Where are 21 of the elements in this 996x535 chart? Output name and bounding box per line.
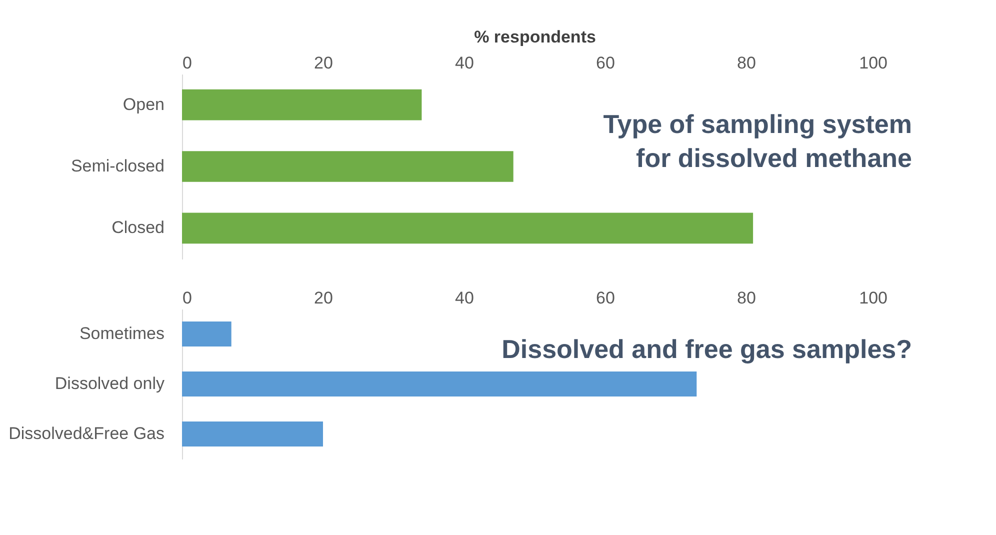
y-tick-label: Open	[122, 94, 164, 114]
x-tick-label: 80	[737, 288, 756, 308]
x-tick-label: 80	[737, 54, 756, 72]
x-tick-label: 40	[455, 54, 474, 72]
x-tick-label: 40	[455, 288, 474, 308]
text: Type of sampling system for dissolved methane	[603, 109, 912, 173]
x-tick-label: 0	[182, 288, 192, 308]
y-tick-label: Sometimes	[79, 324, 164, 343]
y-tick-label: Dissolved only	[54, 374, 165, 393]
x-tick-label: 100	[859, 54, 888, 72]
y-tick-label: Dissolved&Free Gas	[8, 424, 164, 443]
x-tick-label: 60	[596, 288, 615, 308]
x-tick-label: 0	[182, 54, 192, 72]
text: Dissolved and free gas samples?	[502, 334, 912, 364]
y-tick-label: Closed	[112, 218, 164, 238]
y-tick-label: Semi-closed	[70, 156, 164, 176]
x-axis-title: % respondents	[474, 28, 596, 46]
x-tick-label: 100	[859, 288, 888, 308]
x-tick-label: 60	[596, 54, 615, 72]
x-tick-label: 20	[314, 288, 333, 308]
x-tick-label: 20	[314, 54, 333, 72]
